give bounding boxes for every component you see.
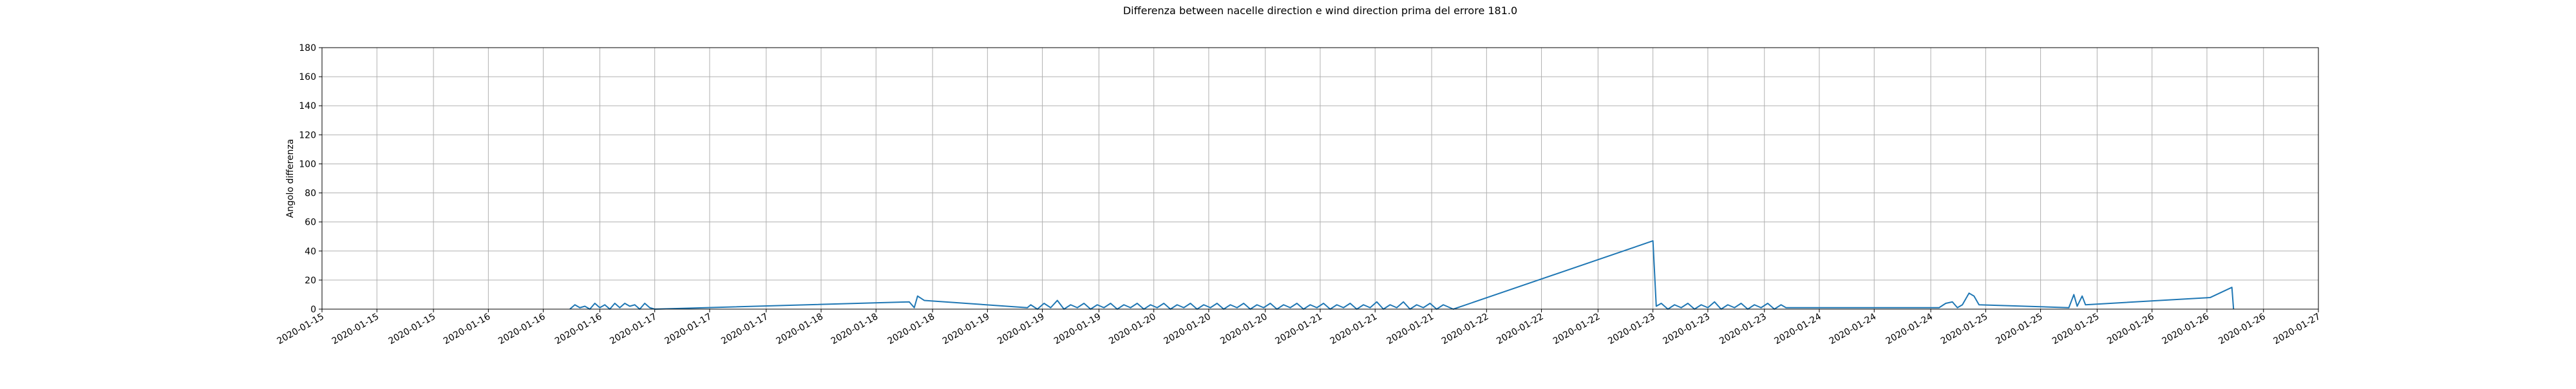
y-tick-label: 180 — [299, 43, 316, 53]
y-tick-label: 160 — [299, 72, 316, 82]
x-tick-label: 2020-01-16 — [497, 312, 547, 347]
y-tick-label: 100 — [299, 159, 316, 169]
x-tick-label: 2020-01-20 — [1107, 312, 1157, 347]
x-tick-label: 2020-01-26 — [2105, 312, 2156, 347]
data-line — [569, 240, 2235, 310]
x-tick-label: 2020-01-20 — [1218, 312, 1269, 347]
plot-frame — [321, 47, 2319, 310]
y-tick-label: 20 — [305, 276, 316, 286]
x-tick-label: 2020-01-23 — [1606, 312, 1656, 347]
x-tick-label: 2020-01-17 — [719, 312, 770, 347]
x-tick-label: 2020-01-17 — [663, 312, 713, 347]
y-tick-label: 40 — [305, 247, 316, 257]
x-tick-label: 2020-01-26 — [2160, 312, 2211, 347]
x-tick-label: 2020-01-24 — [1884, 312, 1935, 347]
y-tick-label: 120 — [299, 130, 316, 140]
x-tick-label: 2020-01-22 — [1495, 312, 1545, 347]
x-tick-label: 2020-01-16 — [553, 312, 604, 347]
y-tick-label: 0 — [310, 305, 316, 315]
x-tick-label: 2020-01-25 — [1939, 312, 1989, 347]
x-tick-label: 2020-01-16 — [442, 312, 493, 347]
x-tick-label: 2020-01-22 — [1440, 312, 1490, 347]
y-tick-label: 60 — [305, 218, 316, 228]
x-tick-label: 2020-01-23 — [1661, 312, 1711, 347]
x-tick-label: 2020-01-21 — [1385, 312, 1435, 347]
x-tick-label: 2020-01-15 — [330, 312, 381, 347]
x-tick-label: 2020-01-17 — [608, 312, 658, 347]
x-tick-label: 2020-01-23 — [1718, 312, 1768, 347]
chart-title: Differenza between nacelle direction e w… — [1123, 5, 1517, 17]
y-tick-label: 80 — [305, 189, 316, 199]
x-tick-label: 2020-01-22 — [1551, 312, 1602, 347]
x-tick-label: 2020-01-15 — [387, 312, 437, 347]
x-tick-label: 2020-01-21 — [1274, 312, 1324, 347]
x-tick-label: 2020-01-27 — [2272, 312, 2322, 347]
y-axis-label: Angolo differenza — [285, 139, 296, 218]
y-tick-label: 140 — [299, 101, 316, 111]
x-tick-label: 2020-01-18 — [829, 312, 880, 347]
x-tick-label: 2020-01-25 — [2050, 312, 2101, 347]
x-tick-label: 2020-01-26 — [2217, 312, 2268, 347]
x-tick-label: 2020-01-19 — [1052, 312, 1103, 347]
x-tick-label: 2020-01-20 — [1162, 312, 1212, 347]
x-tick-label: 2020-01-18 — [775, 312, 825, 347]
x-tick-label: 2020-01-19 — [996, 312, 1046, 347]
x-tick-label: 2020-01-24 — [1773, 312, 1824, 347]
x-tick-label: 2020-01-24 — [1828, 312, 1879, 347]
x-tick-label: 2020-01-25 — [1994, 312, 2044, 347]
x-tick-label: 2020-01-21 — [1329, 312, 1379, 347]
x-tick-label: 2020-01-15 — [276, 312, 326, 347]
x-tick-label: 2020-01-19 — [941, 312, 991, 347]
x-tick-label: 2020-01-18 — [886, 312, 936, 347]
